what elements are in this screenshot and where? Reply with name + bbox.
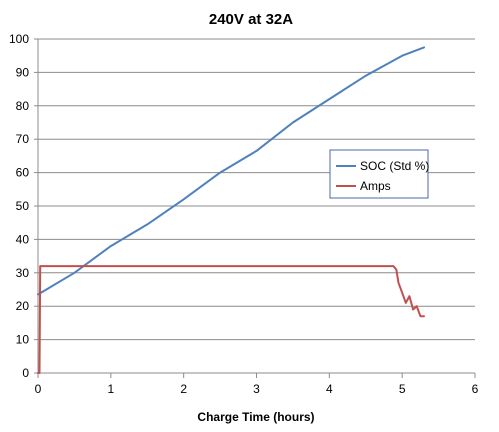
chart-title: 240V at 32A: [209, 11, 293, 28]
x-tick-label: 5: [399, 382, 406, 396]
series-lines: [37, 46, 425, 374]
x-tick-label: 2: [180, 382, 187, 396]
x-tick-label: 6: [472, 382, 479, 396]
x-tick-label: 0: [35, 382, 42, 396]
series-line-soc: [37, 46, 425, 296]
y-tick-label: 80: [16, 99, 30, 113]
x-tick-label: 1: [107, 382, 114, 396]
legend-label: SOC (Std %): [360, 159, 429, 173]
legend-label: Amps: [360, 179, 391, 193]
legend-box: [329, 149, 429, 199]
gridlines: [38, 38, 475, 341]
x-tick-label: 3: [253, 382, 260, 396]
x-tick-label: 4: [326, 382, 333, 396]
y-tick-label: 70: [16, 132, 30, 146]
legend: SOC (Std %) Amps: [329, 149, 429, 199]
y-tick-label: 40: [16, 232, 30, 246]
y-tick-label: 60: [16, 166, 30, 180]
y-tick-label: 20: [16, 299, 30, 313]
series-line-amps: [37, 265, 425, 374]
y-tick-label: 10: [16, 333, 30, 347]
y-tick-label: 50: [16, 199, 30, 213]
y-tick-label: 90: [16, 65, 30, 79]
y-tick-label: 0: [22, 366, 29, 380]
axes: [34, 38, 476, 378]
y-tick-label: 100: [9, 32, 29, 46]
y-tick-label: 30: [16, 266, 30, 280]
tick-labels: 0 10 20 30 40 50 60 70 80 90 100 0 1 2 3 4 5 6: [9, 32, 479, 396]
x-axis-title: Charge Time (hours): [197, 410, 314, 424]
